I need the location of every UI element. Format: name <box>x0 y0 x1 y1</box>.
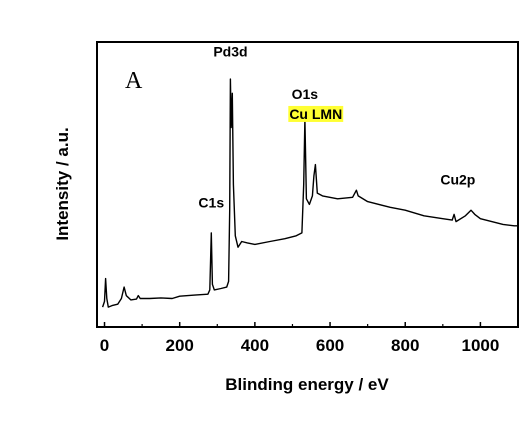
x-axis-ticks <box>103 322 482 327</box>
peak-annotations: Pd3d O1s Cu LMN C1s Cu2p <box>198 43 475 210</box>
peak-label: Cu2p <box>440 172 475 188</box>
x-axis-title: Blinding energy / eV <box>225 375 389 394</box>
x-tick-label: 400 <box>241 336 269 355</box>
y-axis-title: Intensity / a.u. <box>53 127 72 240</box>
x-tick-label: 200 <box>166 336 194 355</box>
x-tick-label: 0 <box>100 336 109 355</box>
peak-label-highlight <box>288 105 344 122</box>
panel-label: A <box>125 68 143 94</box>
spectrum-line <box>101 78 518 308</box>
plot-frame <box>96 41 519 328</box>
peak-label: Pd3d <box>213 43 247 59</box>
x-axis-tick-labels: 0 200 400 600 800 1000 <box>100 336 500 355</box>
peak-label: C1s <box>198 194 224 210</box>
x-tick-label: 600 <box>316 336 344 355</box>
peak-label: O1s <box>292 86 319 102</box>
peak-label: Cu LMN <box>289 106 342 122</box>
x-tick-label: 1000 <box>461 336 499 355</box>
x-tick-label: 800 <box>391 336 419 355</box>
